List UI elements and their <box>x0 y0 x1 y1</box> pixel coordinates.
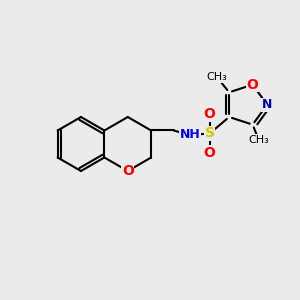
Text: O: O <box>204 107 216 121</box>
Text: N: N <box>262 98 272 111</box>
Text: O: O <box>204 146 216 160</box>
Text: O: O <box>247 78 259 92</box>
Text: CH₃: CH₃ <box>248 135 269 145</box>
Text: S: S <box>205 127 214 140</box>
Text: NH: NH <box>180 128 200 142</box>
Text: CH₃: CH₃ <box>207 72 227 82</box>
Text: O: O <box>122 164 134 178</box>
